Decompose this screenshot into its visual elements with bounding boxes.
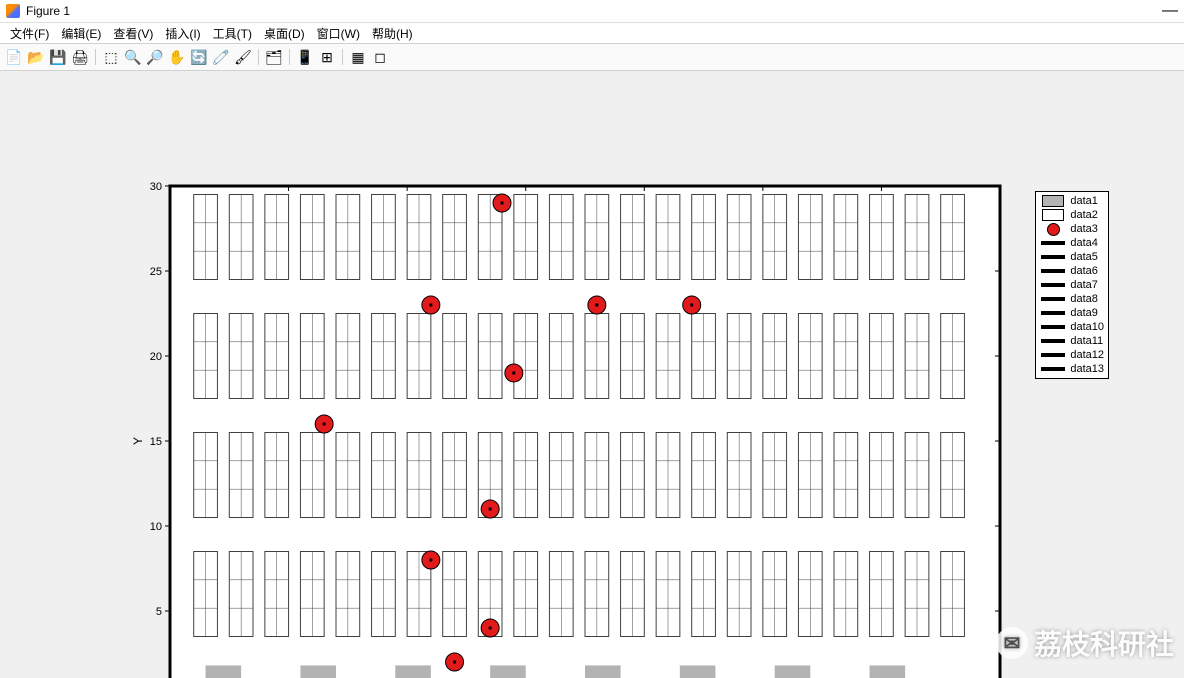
toolbar-button[interactable]: 📄 xyxy=(4,47,24,67)
station xyxy=(206,665,242,678)
legend[interactable]: data1data2data3data4data5data6data7data8… xyxy=(1035,191,1109,379)
menu-item[interactable]: 编辑(E) xyxy=(55,23,107,44)
toolbar-button[interactable]: 📂 xyxy=(26,47,46,67)
toolbar-button[interactable]: 🖌 xyxy=(233,47,253,67)
toolbar-button[interactable]: ◻ xyxy=(370,47,390,67)
window-title: Figure 1 xyxy=(26,4,70,18)
y-label: Y xyxy=(131,437,145,445)
station xyxy=(775,665,811,678)
legend-item: data7 xyxy=(1040,278,1104,292)
menu-item[interactable]: 查看(V) xyxy=(107,23,159,44)
toolbar: 📄📂💾🖨 ⬚🔍🔎✋🔄🧷🖌 🗂 📱⊞ ▦◻ xyxy=(0,44,1184,71)
legend-item: data9 xyxy=(1040,306,1104,320)
legend-item: data1 xyxy=(1040,194,1104,208)
legend-item: data5 xyxy=(1040,250,1104,264)
figure-area: 010203040506070051015202530XY data1data2… xyxy=(0,71,1184,678)
legend-item: data10 xyxy=(1040,320,1104,334)
svg-text:10: 10 xyxy=(150,521,162,533)
minimize-button[interactable]: — xyxy=(1162,4,1178,18)
toolbar-separator xyxy=(342,49,343,65)
toolbar-button[interactable]: 🔎 xyxy=(145,47,165,67)
station xyxy=(680,665,716,678)
toolbar-button[interactable]: 🗂 xyxy=(264,47,284,67)
title-bar: Figure 1 — xyxy=(0,0,1184,23)
toolbar-button[interactable]: 🧷 xyxy=(211,47,231,67)
legend-item: data11 xyxy=(1040,334,1104,348)
toolbar-button[interactable]: 📱 xyxy=(295,47,315,67)
toolbar-button[interactable]: ✋ xyxy=(167,47,187,67)
legend-item: data12 xyxy=(1040,348,1104,362)
legend-item: data13 xyxy=(1040,362,1104,376)
menu-item[interactable]: 桌面(D) xyxy=(258,23,311,44)
matlab-icon xyxy=(6,4,20,18)
station xyxy=(490,665,526,678)
station xyxy=(870,665,906,678)
toolbar-button[interactable]: 🔍 xyxy=(123,47,143,67)
menu-item[interactable]: 帮助(H) xyxy=(366,23,419,44)
watermark: ✉ 荔枝科研社 xyxy=(996,623,1174,663)
menu-item[interactable]: 工具(T) xyxy=(207,23,258,44)
menu-item[interactable]: 文件(F) xyxy=(4,23,55,44)
toolbar-button[interactable]: 🔄 xyxy=(189,47,209,67)
legend-item: data8 xyxy=(1040,292,1104,306)
station xyxy=(300,665,336,678)
toolbar-button[interactable]: 💾 xyxy=(48,47,68,67)
toolbar-separator xyxy=(289,49,290,65)
svg-text:20: 20 xyxy=(150,351,162,363)
watermark-text: 荔枝科研社 xyxy=(1034,623,1174,663)
toolbar-button[interactable]: 🖨 xyxy=(70,47,90,67)
toolbar-separator xyxy=(95,49,96,65)
svg-text:5: 5 xyxy=(156,606,162,618)
station xyxy=(585,665,621,678)
legend-item: data4 xyxy=(1040,236,1104,250)
legend-item: data6 xyxy=(1040,264,1104,278)
toolbar-button[interactable]: ⬚ xyxy=(101,47,121,67)
wechat-icon: ✉ xyxy=(996,627,1028,659)
plot-svg: 010203040506070051015202530XY xyxy=(0,71,1184,678)
menu-bar: 文件(F)编辑(E)查看(V)插入(I)工具(T)桌面(D)窗口(W)帮助(H) xyxy=(0,23,1184,44)
svg-text:25: 25 xyxy=(150,266,162,278)
menu-item[interactable]: 窗口(W) xyxy=(311,23,366,44)
menu-item[interactable]: 插入(I) xyxy=(159,23,206,44)
legend-item: data2 xyxy=(1040,208,1104,222)
toolbar-button[interactable]: ▦ xyxy=(348,47,368,67)
toolbar-separator xyxy=(258,49,259,65)
station xyxy=(395,665,431,678)
legend-item: data3 xyxy=(1040,222,1104,236)
svg-text:30: 30 xyxy=(150,181,162,193)
svg-text:15: 15 xyxy=(150,436,162,448)
toolbar-button[interactable]: ⊞ xyxy=(317,47,337,67)
